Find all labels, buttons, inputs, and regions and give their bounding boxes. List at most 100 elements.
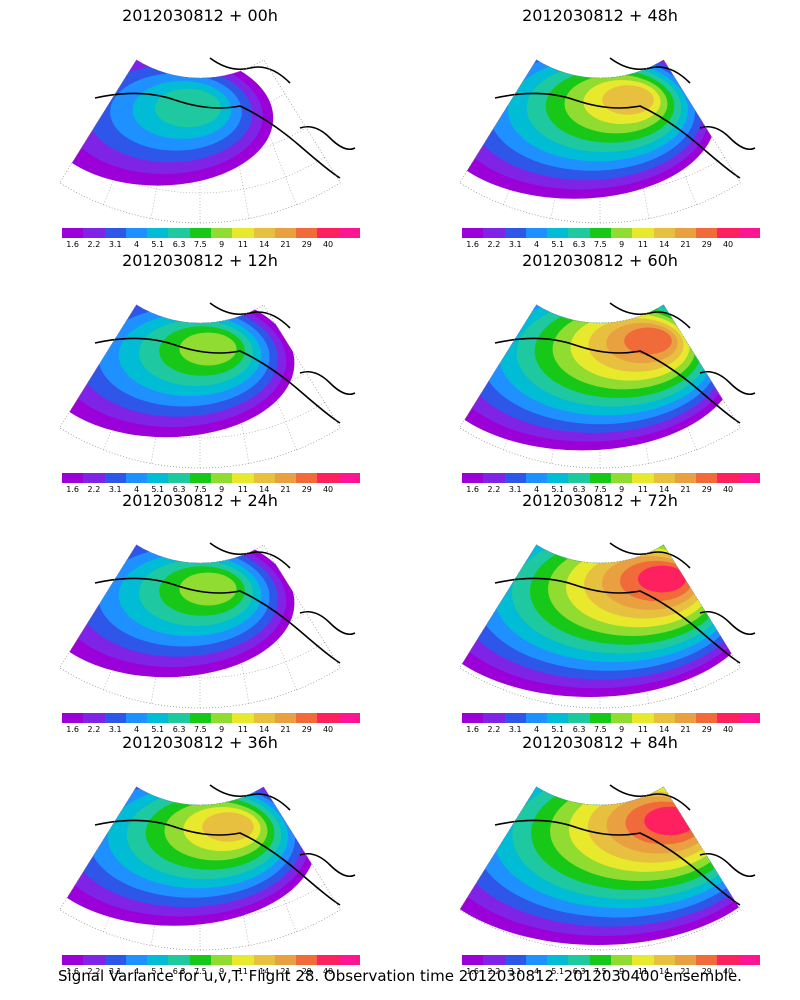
colorbar-tick-label: 40 (322, 967, 334, 976)
colorbar-swatch (568, 228, 590, 238)
colorbar-tick-label: 21 (280, 967, 291, 976)
colorbar-swatch (168, 713, 190, 723)
colorbar-swatch (232, 228, 254, 238)
variance-field (59, 304, 295, 438)
colorbar-swatch (738, 713, 760, 723)
colorbar-tick-label: 4 (133, 240, 140, 249)
colorbar-tick-label: 3.1 (508, 725, 522, 734)
forecast-panel: 2012030812 + 60h 1.6 2.2 3.1 4 5.1 6.3 7.5 9 11 14… (400, 251, 800, 497)
variance-field (59, 59, 274, 186)
colorbar-swatch (738, 473, 760, 483)
colorbar-swatch (232, 955, 254, 965)
colorbar-swatch (210, 473, 233, 483)
colorbar-swatch (589, 473, 611, 483)
coastline (94, 542, 356, 664)
panel-title: 2012030812 + 00h (122, 6, 278, 25)
colorbar-swatch (632, 228, 654, 238)
colorbar-swatch (147, 955, 169, 965)
colorbar-swatch (504, 228, 526, 238)
colorbar-tick-label: 1.6 (466, 485, 480, 494)
colorbar-swatch (168, 473, 190, 483)
colorbar-swatch (653, 473, 675, 483)
variance-map (459, 57, 756, 224)
colorbar-tick-label: 6.3 (172, 240, 186, 249)
colorbar-swatch (674, 713, 697, 723)
colorbar-swatch (525, 713, 548, 723)
panel-title: 2012030812 + 36h (122, 733, 278, 752)
colorbar-swatch (62, 713, 84, 723)
colorbar-tick-label: 4 (533, 725, 540, 734)
colorbar: 1.6 2.2 3.1 4 5.1 6.3 7.5 9 11 14 21 29 40 (462, 228, 762, 252)
colorbar-tick-label: 1.6 (466, 240, 480, 249)
colorbar-swatch (274, 228, 297, 238)
colorbar-swatch (338, 473, 360, 483)
colorbar-tick-label: 14 (659, 967, 670, 976)
colorbar-tick-label: 29 (701, 240, 712, 249)
colorbar-swatch (462, 955, 484, 965)
colorbar-tick-label: 2.2 (487, 240, 501, 249)
colorbar-tick-label: 29 (301, 485, 312, 494)
map-frame (59, 59, 341, 224)
colorbar-tick-label: 29 (701, 725, 712, 734)
colorbar-swatch (547, 473, 569, 483)
colorbar-swatch (338, 228, 360, 238)
colorbar-swatch (525, 955, 548, 965)
colorbar-swatch (189, 955, 211, 965)
colorbar-swatch (568, 955, 590, 965)
colorbar-swatch (483, 228, 505, 238)
colorbar-swatch (125, 713, 148, 723)
colorbar: 1.6 2.2 3.1 4 5.1 6.3 7.5 9 11 14 21 29 40 (62, 955, 362, 979)
colorbar-swatch (589, 228, 611, 238)
variance-map (59, 302, 356, 469)
colorbar-swatch (632, 713, 654, 723)
colorbar-swatch (610, 713, 633, 723)
colorbar-tick-label: 3.1 (108, 725, 122, 734)
colorbar: 1.6 2.2 3.1 4 5.1 6.3 7.5 9 11 14 21 29 40 (62, 713, 362, 737)
colorbar-tick-label: 40 (322, 240, 334, 249)
coastline (94, 57, 356, 179)
colorbar-swatch (296, 228, 318, 238)
colorbar-swatch (483, 713, 505, 723)
colorbar-tick-label: 9 (619, 485, 625, 494)
map-frame (459, 59, 741, 224)
colorbar-swatch (653, 228, 675, 238)
colorbar-tick-label: 40 (722, 725, 734, 734)
colorbar-swatch (568, 713, 590, 723)
colorbar: 1.6 2.2 3.1 4 5.1 6.3 7.5 9 11 14 21 29 40 (462, 473, 762, 497)
colorbar-tick-label: 7.5 (193, 240, 207, 249)
coastline (494, 302, 756, 424)
colorbar-tick-label: 40 (722, 485, 734, 494)
colorbar-swatch (696, 473, 718, 483)
forecast-panel: 2012030812 + 84h 1.6 2.2 3.1 4 5.1 6.3 7.5 9 11 14… (400, 733, 800, 979)
colorbar-tick-label: 6.3 (172, 725, 186, 734)
colorbar-swatch (738, 228, 760, 238)
colorbar-swatch (547, 955, 569, 965)
forecast-panel: 2012030812 + 48h 1.6 2.2 3.1 4 5.1 6.3 7.5 9 11 14… (400, 6, 800, 252)
colorbar-tick-label: 1.6 (466, 725, 480, 734)
colorbar-swatch (610, 473, 633, 483)
coastline (94, 302, 356, 424)
colorbar-tick-label: 1.6 (66, 967, 80, 976)
colorbar-tick-label: 4 (533, 240, 540, 249)
colorbar-tick-label: 21 (680, 967, 691, 976)
colorbar-tick-label: 11 (237, 967, 249, 976)
colorbar-tick-label: 40 (722, 967, 734, 976)
colorbar-swatch (253, 713, 275, 723)
colorbar-tick-label: 21 (280, 725, 291, 734)
colorbar-tick-label: 2.2 (487, 967, 501, 976)
colorbar-tick-label: 9 (219, 240, 225, 249)
colorbar-swatch (296, 955, 318, 965)
colorbar-tick-label: 1.6 (66, 725, 80, 734)
colorbar-swatch (125, 955, 148, 965)
panel-title: 2012030812 + 72h (522, 491, 678, 510)
colorbar-swatch (717, 955, 739, 965)
colorbar-swatch (317, 473, 339, 483)
colorbar-tick-label: 14 (259, 967, 270, 976)
colorbar-swatch (317, 955, 339, 965)
colorbar-swatch (738, 955, 760, 965)
colorbar-tick-label: 11 (637, 485, 649, 494)
colorbar-swatch (62, 473, 84, 483)
colorbar-tick-label: 7.5 (593, 967, 607, 976)
colorbar-tick-label: 4 (133, 485, 140, 494)
variance-field (459, 544, 741, 697)
